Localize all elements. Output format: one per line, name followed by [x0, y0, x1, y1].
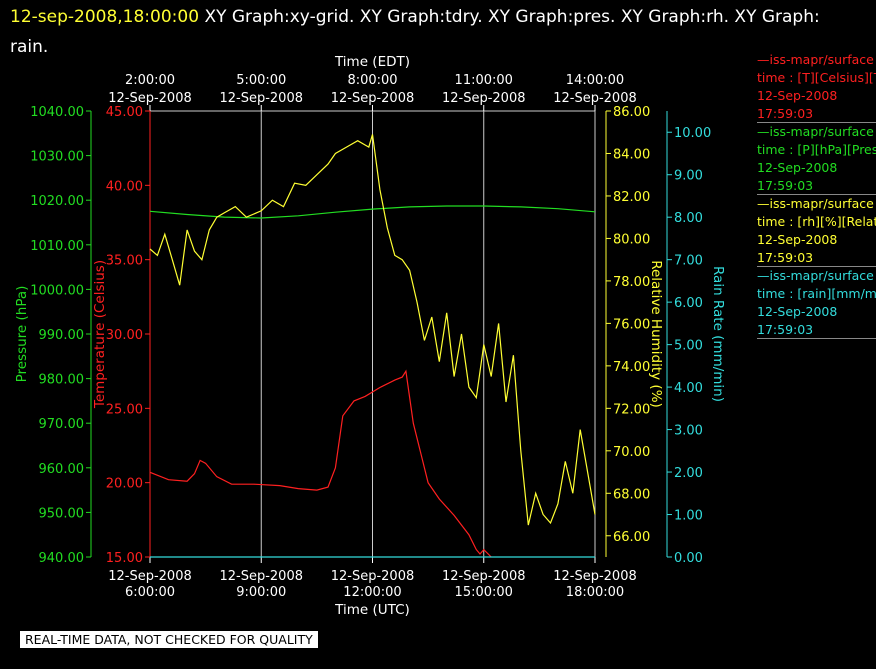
y-tick-label-pres: 970.00 — [39, 417, 85, 432]
legend-date: 12-Sep-2008 — [757, 304, 838, 319]
y-tick-label-temp: 25.00 — [106, 402, 143, 417]
y-tick-label-rain: 8.00 — [674, 211, 703, 226]
legend-variable: time : [rain][mm/min — [757, 286, 876, 301]
legend-date: 12-Sep-2008 — [757, 160, 838, 175]
x-tick-label-utc-date: 12-Sep-2008 — [331, 569, 415, 584]
y-axis-title-temp: Temperature (Celsius) — [92, 260, 108, 409]
x-tick-label-edt-time: 14:00:00 — [566, 73, 624, 88]
y-tick-label-temp: 20.00 — [106, 477, 143, 492]
legend-source: —iss-mapr/surface — [757, 124, 874, 139]
y-tick-label-temp: 15.00 — [106, 551, 143, 566]
legend-time: 17:59:03 — [757, 250, 814, 265]
legend-entry-rain[interactable]: —iss-mapr/surface time : [rain][mm/min 1… — [757, 267, 876, 339]
x-tick-label-edt-date: 12-Sep-2008 — [442, 91, 526, 106]
x-tick-label-utc-time: 9:00:00 — [236, 585, 286, 600]
x-axis-title-utc: Time (UTC) — [334, 602, 410, 618]
y-axis-title-rain: Rain Rate (mm/min) — [710, 266, 726, 402]
x-tick-label-edt-date: 12-Sep-2008 — [108, 91, 192, 106]
y-tick-label-temp: 40.00 — [106, 179, 143, 194]
legend-date: 12-Sep-2008 — [757, 88, 838, 103]
legend-source: —iss-mapr/surface — [757, 196, 874, 211]
y-tick-label-rain: 10.00 — [674, 126, 711, 141]
y-tick-label-rain: 5.00 — [674, 339, 703, 354]
series-line-rh — [149, 134, 596, 526]
y-tick-label-rain: 1.00 — [674, 509, 703, 524]
y-tick-label-pres: 940.00 — [39, 551, 85, 566]
y-tick-label-rain: 4.00 — [674, 381, 703, 396]
y-tick-label-pres: 1010.00 — [30, 239, 84, 254]
legend-date: 12-Sep-2008 — [757, 232, 838, 247]
x-tick-label-edt-time: 5:00:00 — [236, 73, 286, 88]
y-axis-title-pres: Pressure (hPa) — [14, 286, 30, 383]
legend-source: —iss-mapr/surface — [757, 52, 874, 67]
y-tick-label-rain: 7.00 — [674, 254, 703, 269]
y-tick-label-rh: 66.00 — [613, 530, 650, 545]
y-tick-label-pres: 960.00 — [39, 462, 85, 477]
x-tick-label-edt-time: 11:00:00 — [455, 73, 513, 88]
y-tick-label-rh: 68.00 — [613, 487, 650, 502]
legend-time: 17:59:03 — [757, 178, 814, 193]
x-axis-title-edt: Time (EDT) — [334, 54, 410, 70]
x-tick-label-utc-time: 12:00:00 — [343, 585, 401, 600]
y-tick-label-rh: 82.00 — [613, 190, 650, 205]
x-tick-label-edt-time: 2:00:00 — [125, 73, 175, 88]
y-tick-label-rh: 84.00 — [613, 147, 650, 162]
quality-warning: REAL-TIME DATA, NOT CHECKED FOR QUALITY — [20, 631, 318, 648]
legend-variable: time : [rh][%][Relati — [757, 214, 876, 229]
legend-source: —iss-mapr/surface — [757, 268, 874, 283]
x-tick-label-utc-time: 18:00:00 — [566, 585, 624, 600]
x-tick-label-edt-date: 12-Sep-2008 — [219, 91, 303, 106]
y-tick-label-pres: 980.00 — [39, 373, 85, 388]
legend-variable: time : [P][hPa][Pres — [757, 142, 876, 157]
y-tick-label-temp: 35.00 — [106, 254, 143, 269]
y-tick-label-pres: 1020.00 — [30, 194, 84, 209]
y-tick-label-rh: 72.00 — [613, 402, 650, 417]
y-tick-label-rain: 0.00 — [674, 551, 703, 566]
x-tick-label-edt-date: 12-Sep-2008 — [331, 91, 415, 106]
legend-entry-pres[interactable]: —iss-mapr/surface time : [P][hPa][Pres 1… — [757, 123, 876, 195]
y-tick-label-pres: 1040.00 — [30, 105, 84, 120]
legend-time: 17:59:03 — [757, 106, 814, 121]
y-tick-label-pres: 1000.00 — [30, 283, 84, 298]
y-tick-label-rain: 2.00 — [674, 466, 703, 481]
x-tick-label-edt-time: 8:00:00 — [347, 73, 397, 88]
x-tick-label-utc-time: 15:00:00 — [455, 585, 513, 600]
y-tick-label-pres: 1030.00 — [30, 150, 84, 165]
x-tick-label-utc-date: 12-Sep-2008 — [108, 569, 192, 584]
y-tick-label-rh: 80.00 — [613, 232, 650, 247]
y-tick-label-rh: 74.00 — [613, 360, 650, 375]
y-axis-title-rh: Relative Humidity (%) — [648, 260, 664, 408]
legend-variable: time : [T][Celsius][T — [757, 70, 876, 85]
series-line-pres — [149, 205, 596, 219]
x-tick-label-utc-date: 12-Sep-2008 — [442, 569, 526, 584]
y-tick-label-rh: 70.00 — [613, 445, 650, 460]
legend-entry-rh[interactable]: —iss-mapr/surface time : [rh][%][Relati … — [757, 195, 876, 267]
series-line-temp — [149, 369, 492, 558]
y-tick-label-rh: 86.00 — [613, 105, 650, 120]
y-tick-label-rh: 76.00 — [613, 317, 650, 332]
header-graph-list-cont: rain. — [10, 37, 49, 57]
legend-time: 17:59:03 — [757, 322, 814, 337]
y-tick-label-rain: 3.00 — [674, 424, 703, 439]
y-tick-label-rh: 78.00 — [613, 275, 650, 290]
header-timestamp: 12-sep-2008,18:00:00 — [10, 7, 200, 27]
header-graph-list: XY Graph:xy-grid. XY Graph:tdry. XY Grap… — [204, 7, 820, 27]
legend-entry-temp[interactable]: —iss-mapr/surface time : [T][Celsius][T … — [757, 51, 876, 123]
header: 12-sep-2008,18:00:00 XY Graph:xy-grid. X… — [10, 2, 860, 62]
y-tick-label-rain: 9.00 — [674, 169, 703, 184]
y-tick-label-pres: 950.00 — [39, 506, 85, 521]
y-tick-label-temp: 30.00 — [106, 328, 143, 343]
x-tick-label-edt-date: 12-Sep-2008 — [553, 91, 637, 106]
x-tick-label-utc-time: 6:00:00 — [125, 585, 175, 600]
y-tick-label-rain: 6.00 — [674, 296, 703, 311]
x-tick-label-utc-date: 12-Sep-2008 — [219, 569, 303, 584]
y-tick-label-temp: 45.00 — [106, 105, 143, 120]
x-tick-label-utc-date: 12-Sep-2008 — [553, 569, 637, 584]
y-tick-label-pres: 990.00 — [39, 328, 85, 343]
